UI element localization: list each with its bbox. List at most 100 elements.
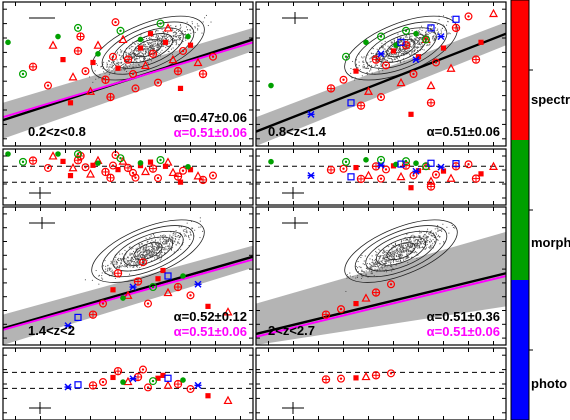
cloud-dot — [144, 250, 146, 252]
cloud-dot — [108, 275, 110, 277]
cloud-dot — [102, 64, 104, 66]
cloud-dot — [382, 45, 384, 47]
spectro-point — [140, 60, 151, 69]
cloud-dot — [132, 50, 134, 52]
cloud-dot — [417, 39, 419, 41]
cloud-dot — [377, 261, 379, 263]
cloud-dot — [404, 250, 406, 252]
cloud-dot — [425, 33, 427, 35]
cloud-dot — [379, 256, 381, 258]
cloud-dot — [399, 42, 401, 44]
cloud-dot — [136, 48, 138, 50]
cloud-dot — [419, 44, 421, 46]
spectro-point — [139, 258, 148, 267]
cloud-dot — [118, 275, 120, 277]
spectro-point — [478, 39, 484, 45]
cloud-dot — [392, 261, 394, 263]
cloud-dot — [143, 260, 145, 262]
cloud-dot — [144, 58, 146, 60]
cloud-dot — [179, 28, 181, 30]
spectro-point — [432, 58, 441, 67]
cloud-dot — [419, 43, 421, 45]
cloud-dot — [149, 250, 151, 252]
cloud-dot — [436, 37, 438, 39]
cloud-dot — [144, 50, 146, 52]
cloud-dot — [398, 48, 400, 50]
cloud-dot — [168, 42, 170, 44]
cloud-dot — [370, 272, 372, 274]
cloud-dot — [134, 262, 136, 264]
spectro-point — [384, 168, 388, 171]
cloud-dot — [164, 35, 166, 37]
cloud-dot — [147, 241, 149, 243]
cloud-dot — [151, 251, 153, 253]
cloud-dot — [436, 227, 438, 229]
cloud-dot — [437, 31, 439, 33]
cloud-dot — [374, 260, 376, 262]
cloud-dot — [116, 261, 118, 263]
cloud-dot — [360, 272, 362, 274]
cloud-dot — [159, 37, 161, 39]
cloud-dot — [116, 264, 118, 266]
cloud-dot — [118, 54, 120, 56]
cloud-dot — [143, 55, 145, 57]
cloud-dot — [367, 65, 369, 67]
morph-point — [137, 36, 144, 43]
cloud-dot — [363, 65, 365, 67]
cloud-dot — [388, 251, 390, 253]
cloud-dot — [373, 54, 375, 56]
cloud-dot — [411, 256, 413, 258]
cloud-dot — [397, 251, 399, 253]
spectro-point — [110, 287, 116, 293]
cloud-dot — [159, 43, 161, 45]
cloud-dot — [159, 238, 161, 240]
cloud-dot — [394, 242, 396, 244]
cloud-dot — [161, 41, 163, 43]
cloud-dot — [415, 39, 417, 41]
cloud-dot — [150, 42, 152, 44]
cloud-dot — [391, 54, 393, 56]
cloud-dot — [150, 255, 152, 257]
cloud-dot — [419, 246, 421, 248]
cloud-dot — [421, 29, 423, 31]
cloud-dot — [148, 51, 150, 53]
cloud-dot — [386, 55, 388, 57]
cloud-dot — [171, 28, 173, 30]
cloud-dot — [435, 232, 437, 234]
cloud-dot — [150, 55, 152, 57]
spectro-point — [28, 156, 38, 165]
cloud-dot — [167, 249, 169, 251]
cloud-dot — [403, 54, 405, 56]
cloud-dot — [132, 260, 134, 262]
cloud-dot — [146, 251, 148, 253]
cloud-dot — [424, 237, 426, 239]
cloud-dot — [151, 250, 153, 252]
cloud-dot — [116, 63, 118, 65]
morph-point — [119, 157, 122, 160]
cloud-dot — [426, 237, 428, 239]
cloud-dot — [405, 245, 407, 247]
cloud-dot — [429, 32, 431, 34]
cloud-dot — [157, 237, 159, 239]
cloud-dot — [364, 255, 366, 257]
cloud-dot — [399, 247, 401, 249]
cloud-dot — [383, 263, 385, 265]
cloud-dot — [430, 246, 432, 248]
cloud-dot — [443, 15, 445, 17]
cloud-dot — [385, 259, 387, 261]
cloud-dot — [175, 36, 177, 38]
cloud-dot — [161, 49, 163, 51]
cloud-dot — [415, 251, 417, 253]
cloud-dot — [149, 250, 151, 252]
cloud-dot — [402, 52, 404, 54]
spectro-point — [426, 182, 436, 191]
cloud-dot — [194, 26, 196, 28]
cloud-dot — [417, 46, 419, 48]
cloud-dot — [412, 234, 414, 236]
cloud-dot — [352, 276, 354, 278]
cloud-dot — [147, 54, 149, 56]
cloud-dot — [164, 249, 166, 251]
cloud-dot — [446, 226, 448, 228]
cloud-dot — [166, 45, 168, 47]
cloud-dot — [145, 46, 147, 48]
